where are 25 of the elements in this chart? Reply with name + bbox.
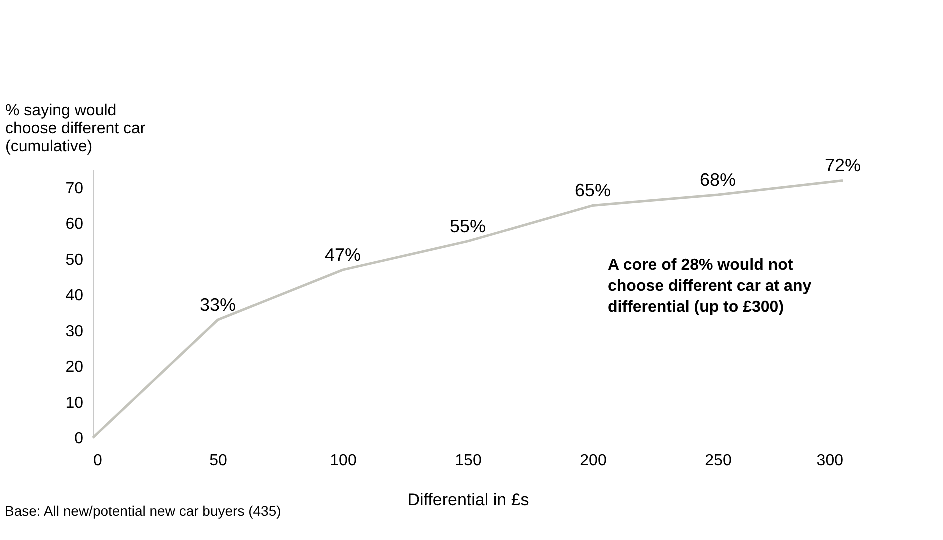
data-label: 68%	[700, 170, 736, 190]
x-tick-label: 150	[455, 452, 482, 470]
y-tick-label: 10	[66, 394, 84, 412]
y-tick-label: 30	[66, 323, 84, 340]
y-tick-label: 60	[66, 216, 84, 234]
y-tick-label: 50	[66, 252, 84, 269]
x-tick-label: 50	[210, 452, 228, 470]
y-tick-label: 70	[66, 180, 84, 198]
annotation: A core of 28% would not choose different car at any differential (up to £300)	[608, 257, 812, 316]
data-label: 47%	[324, 245, 362, 266]
x-tick-label: 200	[580, 452, 607, 470]
x-axis-title: Differential in £s	[408, 490, 530, 510]
x-tick-label: 250	[705, 452, 732, 470]
x-tick-label: 300	[816, 452, 844, 470]
y-tick-label: 20	[66, 359, 84, 376]
data-label: 33%	[200, 295, 236, 316]
y-tick-label: 40	[66, 288, 84, 305]
y-axis-title: % saying would choose different car (cumulative)	[6, 102, 146, 156]
data-label: 72%	[824, 156, 862, 176]
data-label: 55%	[450, 216, 486, 236]
x-tick-label: 100	[330, 452, 357, 470]
data-label: 65%	[574, 180, 612, 201]
text: Base: All new/potential new car buyers (435)	[5, 503, 282, 519]
y-tick-label: 0	[74, 430, 84, 448]
x-tick-label: 0	[94, 452, 102, 470]
